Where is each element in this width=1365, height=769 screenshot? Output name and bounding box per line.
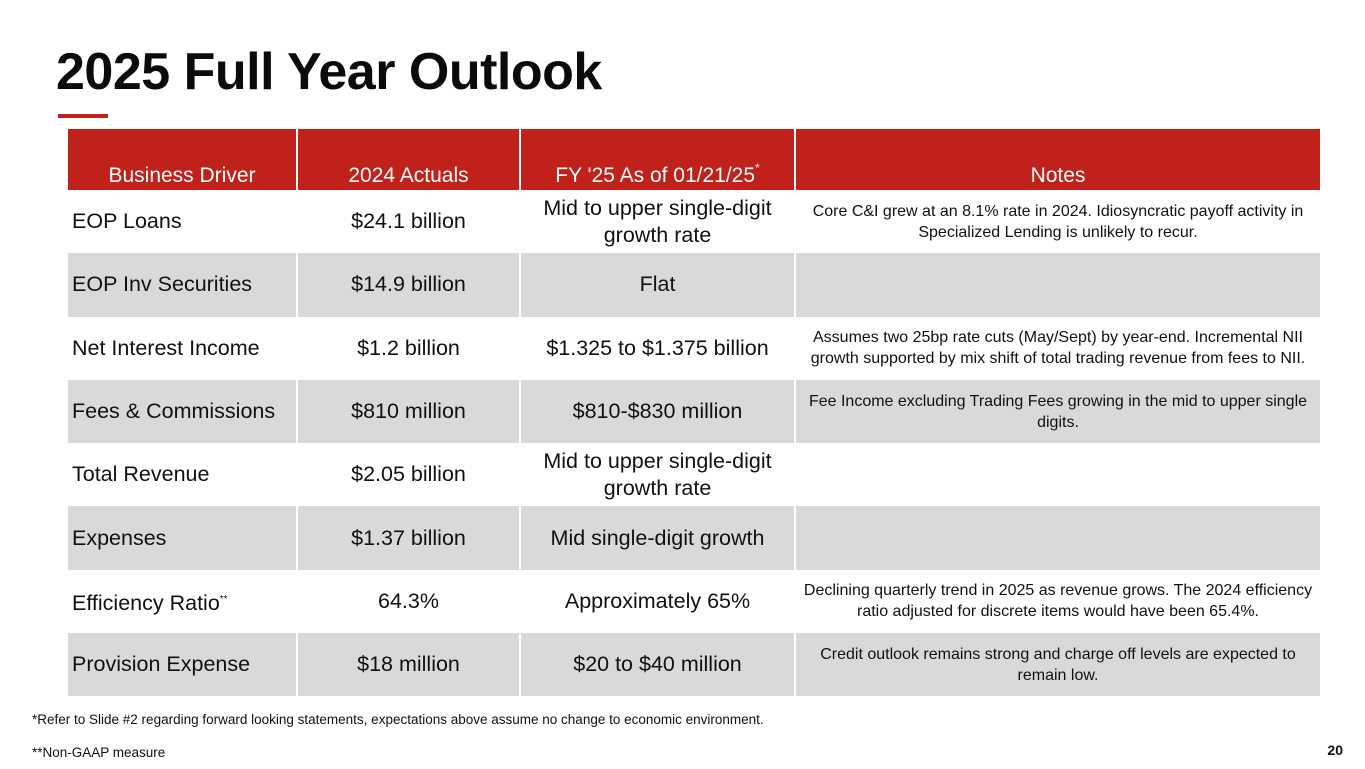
page-title: 2025 Full Year Outlook <box>56 43 602 101</box>
table-row: Net Interest Income $1.2 billion $1.325 to… <box>68 316 1320 380</box>
table-header-row: Business Driver 2024 Actuals FY '25 As o… <box>68 129 1320 190</box>
cell-2024-actual: 64.3% <box>297 569 521 634</box>
cell-fy25-outlook: $810-$830 million <box>520 379 796 444</box>
cell-business-driver: Efficiency Ratio** <box>68 569 298 634</box>
cell-fy25-outlook: $20 to $40 million <box>520 633 796 697</box>
cell-fy25-outlook: Mid to upper single-digit growth rate <box>520 443 796 507</box>
driver-label: Provision Expense <box>72 652 251 677</box>
cell-fy25-outlook: Mid to upper single-digit growth rate <box>520 190 796 254</box>
header-fy25-outlook: FY '25 As of 01/21/25* <box>520 129 796 190</box>
table-row: Fees & Commissions $810 million $810-$830 … <box>68 379 1320 444</box>
table-row: EOP Inv Securities $14.9 billion Flat <box>68 253 1320 317</box>
cell-business-driver: Expenses <box>68 506 298 570</box>
header-2024-actuals: 2024 Actuals <box>297 129 521 190</box>
driver-label: Expenses <box>72 525 167 550</box>
footnote-forward-looking: *Refer to Slide #2 regarding forward loo… <box>32 712 764 727</box>
cell-fy25-outlook: Mid single-digit growth <box>520 506 796 570</box>
outlook-table: Business Driver 2024 Actuals FY '25 As o… <box>68 129 1320 697</box>
cell-2024-actual: $14.9 billion <box>297 253 521 317</box>
cell-notes: Declining quarterly trend in 2025 as rev… <box>795 569 1320 634</box>
driver-label: EOP Inv Securities <box>72 272 253 297</box>
cell-notes: Assumes two 25bp rate cuts (May/Sept) by… <box>795 316 1320 380</box>
cell-notes <box>795 506 1320 570</box>
driver-label: EOP Loans <box>72 209 182 234</box>
table-row: Expenses $1.37 billion Mid single-digit gr… <box>68 506 1320 570</box>
table-row: Total Revenue $2.05 billion Mid to upper s… <box>68 443 1320 507</box>
cell-business-driver: Provision Expense <box>68 633 298 697</box>
cell-notes <box>795 443 1320 507</box>
driver-label: Total Revenue <box>72 462 210 487</box>
table-row: Provision Expense $18 million $20 to $40 m… <box>68 633 1320 697</box>
cell-business-driver: Net Interest Income <box>68 316 298 380</box>
header-notes: Notes <box>795 129 1320 190</box>
cell-2024-actual: $24.1 billion <box>297 190 521 254</box>
title-accent-rule <box>58 114 108 118</box>
cell-fy25-outlook: Flat <box>520 253 796 317</box>
driver-label: Efficiency Ratio <box>72 590 220 615</box>
cell-notes: Fee Income excluding Trading Fees growin… <box>795 379 1320 444</box>
cell-business-driver: Fees & Commissions <box>68 379 298 444</box>
cell-notes <box>795 253 1320 317</box>
driver-label: Net Interest Income <box>72 335 260 360</box>
cell-2024-actual: $810 million <box>297 379 521 444</box>
cell-2024-actual: $1.37 billion <box>297 506 521 570</box>
header-fy25-label: FY '25 As of 01/21/25 <box>555 164 756 187</box>
cell-business-driver: Total Revenue <box>68 443 298 507</box>
cell-2024-actual: $1.2 billion <box>297 316 521 380</box>
cell-2024-actual: $18 million <box>297 633 521 697</box>
table-row: Efficiency Ratio** 64.3% Approximately 65%… <box>68 569 1320 634</box>
header-business-driver: Business Driver <box>68 129 298 190</box>
cell-notes: Credit outlook remains strong and charge… <box>795 633 1320 697</box>
cell-fy25-outlook: Approximately 65% <box>520 569 796 634</box>
cell-fy25-outlook: $1.325 to $1.375 billion <box>520 316 796 380</box>
cell-business-driver: EOP Inv Securities <box>68 253 298 317</box>
table-row: EOP Loans $24.1 billion Mid to upper singl… <box>68 190 1320 254</box>
cell-business-driver: EOP Loans <box>68 190 298 254</box>
footnote-non-gaap: **Non-GAAP measure <box>32 745 166 760</box>
cell-2024-actual: $2.05 billion <box>297 443 521 507</box>
driver-footnote-mark: ** <box>219 593 228 605</box>
header-fy25-footnote-mark: * <box>755 161 760 175</box>
page-number: 20 <box>1327 742 1343 758</box>
cell-notes: Core C&I grew at an 8.1% rate in 2024. I… <box>795 190 1320 254</box>
driver-label: Fees & Commissions <box>72 399 276 424</box>
